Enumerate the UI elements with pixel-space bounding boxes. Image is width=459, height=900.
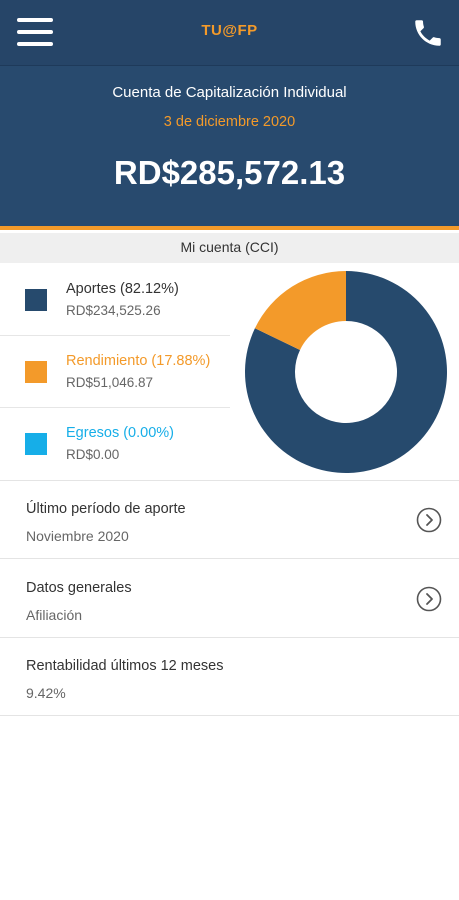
donut-chart [244,271,447,473]
legend-value: RD$51,046.87 [66,375,154,390]
account-balance: RD$285,572.13 [113,154,346,191]
legend-value: RD$0.00 [66,447,120,462]
legend-item: Rendimiento (17.88%) RD$51,046.87 [0,336,230,408]
legend-swatch [25,289,47,311]
chevron-right-circle-icon[interactable] [416,507,442,533]
donut-slice-aportes [244,271,447,473]
info-row-1[interactable]: Datos generales Afiliación [0,560,459,638]
legend-swatch [25,433,47,455]
legend-item: Aportes (82.12%) RD$234,525.26 [0,264,230,336]
top-app-bar: TU@FP [0,0,459,66]
legend-swatch [25,361,47,383]
divider [0,480,459,481]
legend-label: Rendimiento (17.88%) [66,353,211,369]
info-row-0[interactable]: Último período de aporte Noviembre 2020 [0,481,459,559]
legend-label: Egresos (0.00%) [66,425,174,441]
app-title: TU@FP [201,22,258,39]
info-subtitle: Noviembre 2020 [26,528,129,544]
account-header: TU@FP Cuenta de Capitalización Individua… [0,0,459,230]
info-subtitle: 9.42% [26,685,66,701]
legend-item: Egresos (0.00%) RD$0.00 [0,408,230,480]
account-date: 3 de diciembre 2020 [163,114,296,130]
chevron-right-circle-icon[interactable] [416,586,442,612]
legend-label: Aportes (82.12%) [66,281,179,297]
phone-icon[interactable] [411,16,445,50]
info-row-2: Rentabilidad últimos 12 meses 9.42% [0,638,459,716]
info-subtitle: Afiliación [26,607,83,623]
info-title: Rentabilidad últimos 12 meses [26,658,224,674]
legend-value: RD$234,525.26 [66,303,161,318]
account-name: Cuenta de Capitalización Individual [112,84,347,101]
donut-slice-rendimiento [254,271,346,350]
info-title: Último período de aporte [26,501,186,517]
info-title: Datos generales [26,580,132,596]
section-title: Mi cuenta (CCI) [0,233,459,263]
hamburger-menu-icon[interactable] [17,18,53,46]
